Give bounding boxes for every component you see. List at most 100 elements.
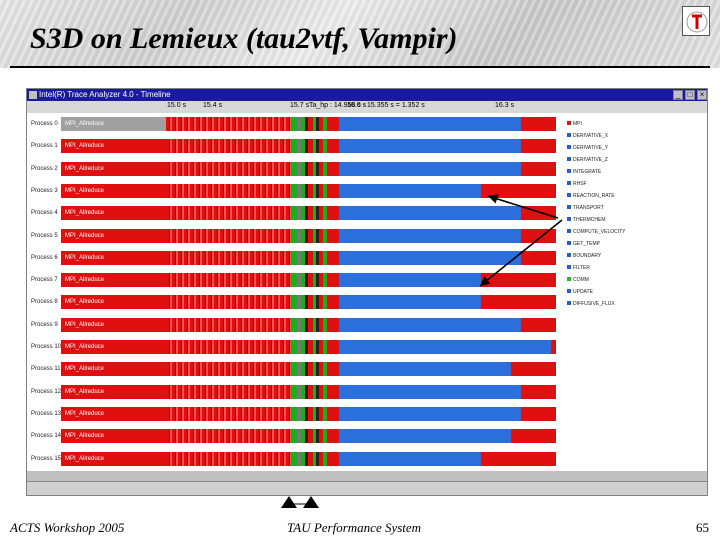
comm-segment[interactable]: [291, 384, 297, 399]
mpi-segment[interactable]: [511, 362, 556, 377]
mpi-segment[interactable]: [61, 317, 166, 332]
comm-segment[interactable]: [313, 340, 316, 354]
minimize-button[interactable]: _: [673, 90, 683, 100]
mpi-segment[interactable]: [521, 384, 556, 399]
message-line[interactable]: [305, 317, 308, 332]
mpi-segment[interactable]: [327, 228, 339, 243]
mpi-segment[interactable]: [327, 340, 339, 354]
comm-segment[interactable]: [301, 295, 305, 310]
mpi-segment[interactable]: [319, 117, 323, 131]
comm-segment[interactable]: [323, 362, 327, 377]
message-line[interactable]: [316, 362, 319, 377]
comm-segment[interactable]: [291, 139, 297, 154]
mpi-segment[interactable]: [319, 384, 323, 399]
mpi-segment[interactable]: [521, 250, 556, 265]
wait-segment[interactable]: [297, 451, 301, 466]
mpi-segment[interactable]: [61, 295, 166, 310]
comm-segment[interactable]: [313, 250, 316, 265]
comm-segment[interactable]: [291, 273, 297, 288]
comm-segment[interactable]: [323, 340, 327, 354]
mpi-segment[interactable]: [327, 451, 339, 466]
comm-segment[interactable]: [301, 161, 305, 176]
wait-segment[interactable]: [297, 250, 301, 265]
message-line[interactable]: [305, 384, 308, 399]
mpi-segment[interactable]: [521, 117, 556, 131]
mpi-segment[interactable]: [308, 206, 313, 221]
mpi-segment[interactable]: [61, 451, 166, 466]
mpi-burst[interactable]: [166, 317, 291, 332]
process-row[interactable]: MPI_Allreduce: [61, 161, 561, 176]
mpi-segment[interactable]: [319, 317, 323, 332]
comm-segment[interactable]: [301, 406, 305, 421]
wait-segment[interactable]: [297, 384, 301, 399]
comm-segment[interactable]: [291, 429, 297, 444]
comm-segment[interactable]: [291, 206, 297, 221]
mpi-segment[interactable]: [327, 429, 339, 444]
comm-segment[interactable]: [313, 429, 316, 444]
wait-segment[interactable]: [297, 161, 301, 176]
mpi-segment[interactable]: [327, 273, 339, 288]
mpi-segment[interactable]: [319, 295, 323, 310]
comm-segment[interactable]: [291, 183, 297, 198]
message-line[interactable]: [305, 139, 308, 154]
message-line[interactable]: [316, 117, 319, 131]
comm-segment[interactable]: [301, 228, 305, 243]
legend-item[interactable]: TRANSPORT: [567, 205, 604, 211]
comm-segment[interactable]: [301, 117, 305, 131]
wait-segment[interactable]: [297, 273, 301, 288]
comm-segment[interactable]: [323, 317, 327, 332]
mpi-burst[interactable]: [166, 117, 291, 131]
wait-segment[interactable]: [297, 340, 301, 354]
compute-segment[interactable]: [339, 139, 521, 154]
comm-segment[interactable]: [323, 161, 327, 176]
compute-segment[interactable]: [339, 295, 481, 310]
legend-item[interactable]: DERIVATIVE_X: [567, 133, 608, 139]
comm-segment[interactable]: [323, 384, 327, 399]
message-line[interactable]: [305, 340, 308, 354]
mpi-segment[interactable]: [327, 295, 339, 310]
compute-segment[interactable]: [339, 117, 521, 131]
mpi-segment[interactable]: [308, 228, 313, 243]
mpi-segment[interactable]: [319, 406, 323, 421]
wait-segment[interactable]: [297, 183, 301, 198]
comm-segment[interactable]: [313, 139, 316, 154]
process-row[interactable]: MPI_Allreduce: [61, 183, 561, 198]
compute-segment[interactable]: [339, 340, 551, 354]
app-icon[interactable]: [29, 91, 37, 99]
wait-segment[interactable]: [297, 206, 301, 221]
process-row[interactable]: MPI_Allreduce: [61, 273, 561, 288]
comm-segment[interactable]: [301, 362, 305, 377]
mpi-segment[interactable]: [481, 183, 556, 198]
wait-segment[interactable]: [297, 228, 301, 243]
comm-segment[interactable]: [291, 250, 297, 265]
comm-segment[interactable]: [301, 451, 305, 466]
mpi-burst[interactable]: [166, 139, 291, 154]
mpi-segment[interactable]: [61, 429, 166, 444]
mpi-segment[interactable]: [327, 183, 339, 198]
comm-segment[interactable]: [301, 340, 305, 354]
compute-segment[interactable]: [339, 317, 521, 332]
mpi-burst[interactable]: [166, 228, 291, 243]
timeline-view[interactable]: Process 0 MPI_Allreduce Process 1 MPI_Allre…: [27, 113, 565, 471]
comm-segment[interactable]: [313, 183, 316, 198]
mpi-segment[interactable]: [511, 429, 556, 444]
mpi-segment[interactable]: [319, 273, 323, 288]
legend-item[interactable]: UPDATE: [567, 289, 593, 295]
mpi-segment[interactable]: [61, 206, 166, 221]
mpi-burst[interactable]: [166, 183, 291, 198]
compute-segment[interactable]: [339, 206, 521, 221]
process-row[interactable]: MPI_Allreduce: [61, 139, 561, 154]
mpi-segment[interactable]: [61, 340, 166, 354]
comm-segment[interactable]: [313, 295, 316, 310]
comm-segment[interactable]: [313, 451, 316, 466]
mpi-segment[interactable]: [308, 384, 313, 399]
legend-item[interactable]: BOUNDARY: [567, 253, 601, 259]
comm-segment[interactable]: [301, 183, 305, 198]
mpi-burst[interactable]: [166, 250, 291, 265]
comm-segment[interactable]: [301, 250, 305, 265]
legend-item[interactable]: RHSF: [567, 181, 587, 187]
mpi-segment[interactable]: [308, 161, 313, 176]
mpi-segment[interactable]: [61, 250, 166, 265]
mpi-burst[interactable]: [166, 384, 291, 399]
comm-segment[interactable]: [291, 406, 297, 421]
